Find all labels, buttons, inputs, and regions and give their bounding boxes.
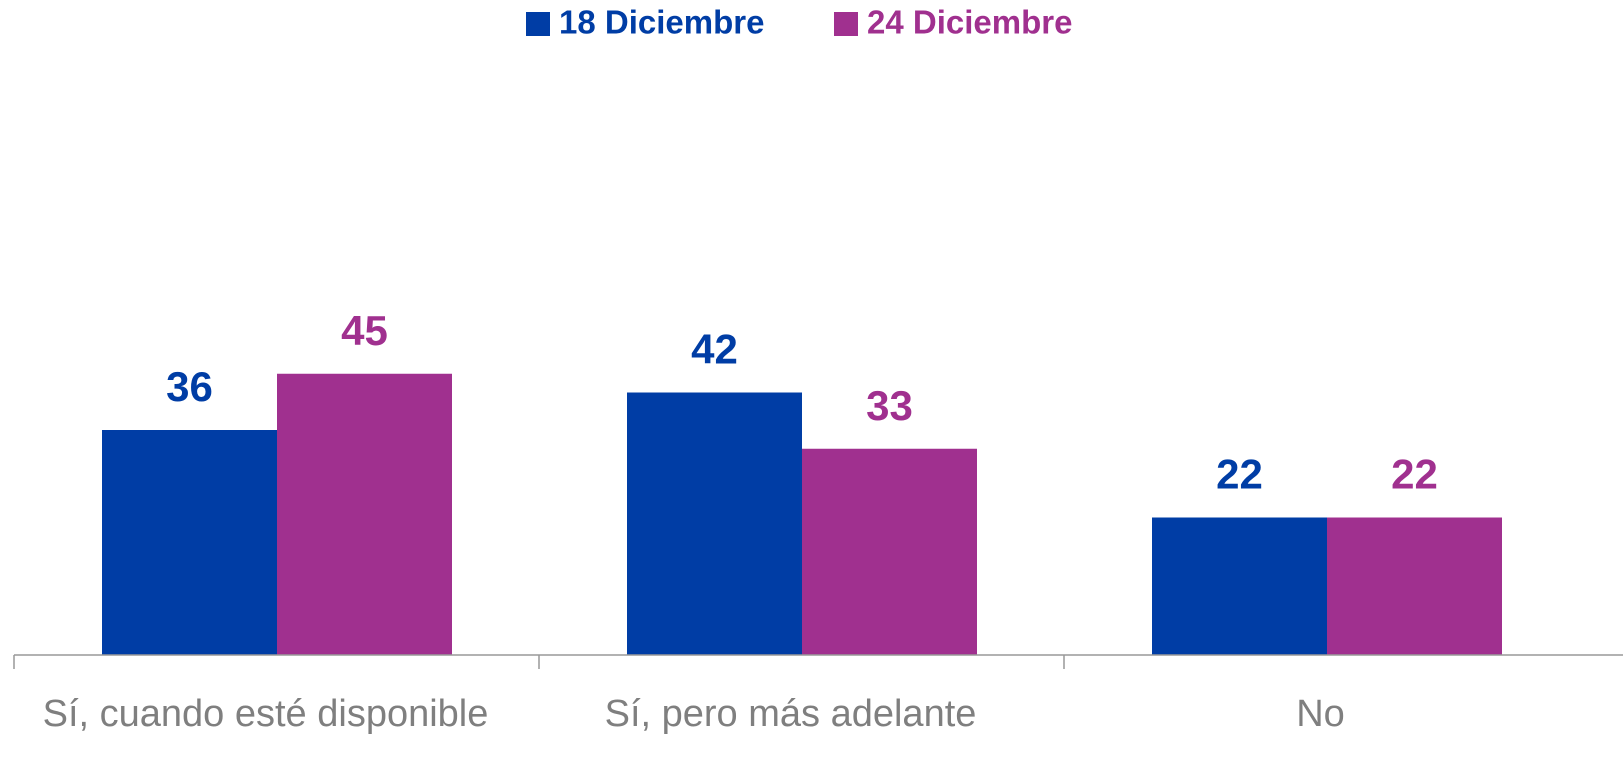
value-label: 22 <box>1216 451 1263 498</box>
bar <box>102 430 277 655</box>
legend-label: 18 Diciembre <box>559 4 764 41</box>
legend-swatch <box>834 12 858 36</box>
legend-label: 24 Diciembre <box>867 4 1072 41</box>
bar <box>1327 517 1502 655</box>
value-label: 33 <box>866 382 913 429</box>
value-label: 36 <box>166 363 213 410</box>
value-label: 42 <box>691 326 738 373</box>
bar <box>802 448 977 655</box>
bar <box>627 392 802 655</box>
x-tick-label: Sí, cuando esté disponible <box>43 693 489 735</box>
value-label: 45 <box>341 307 388 354</box>
legend-swatch <box>526 12 550 36</box>
value-label: 22 <box>1391 451 1438 498</box>
x-tick-label: No <box>1296 693 1345 735</box>
bar <box>277 373 452 655</box>
x-tick-label: Sí, pero más adelante <box>605 693 977 735</box>
bar <box>1152 517 1327 655</box>
